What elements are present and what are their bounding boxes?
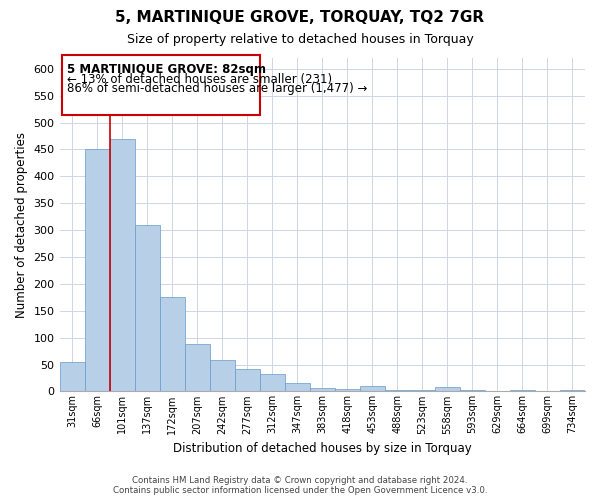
Bar xyxy=(59,362,85,392)
Bar xyxy=(160,298,185,392)
Bar xyxy=(435,386,460,392)
Bar xyxy=(335,388,360,392)
Text: 5, MARTINIQUE GROVE, TORQUAY, TQ2 7GR: 5, MARTINIQUE GROVE, TORQUAY, TQ2 7GR xyxy=(115,10,485,25)
Bar xyxy=(209,360,235,392)
Bar xyxy=(385,390,410,392)
Bar xyxy=(285,384,310,392)
Bar xyxy=(110,138,134,392)
Text: 5 MARTINIQUE GROVE: 82sqm: 5 MARTINIQUE GROVE: 82sqm xyxy=(67,63,266,76)
Bar xyxy=(235,369,260,392)
Bar xyxy=(560,390,585,392)
Text: ← 13% of detached houses are smaller (231): ← 13% of detached houses are smaller (23… xyxy=(67,72,332,86)
Bar xyxy=(85,150,110,392)
FancyBboxPatch shape xyxy=(62,56,260,114)
Bar xyxy=(260,374,285,392)
Text: Size of property relative to detached houses in Torquay: Size of property relative to detached ho… xyxy=(127,32,473,46)
Bar xyxy=(410,390,435,392)
Bar xyxy=(310,388,335,392)
Bar xyxy=(460,390,485,392)
Bar xyxy=(360,386,385,392)
X-axis label: Distribution of detached houses by size in Torquay: Distribution of detached houses by size … xyxy=(173,442,472,455)
Text: Contains HM Land Registry data © Crown copyright and database right 2024.
Contai: Contains HM Land Registry data © Crown c… xyxy=(113,476,487,495)
Y-axis label: Number of detached properties: Number of detached properties xyxy=(15,132,28,318)
Bar xyxy=(185,344,209,392)
Bar xyxy=(134,224,160,392)
Bar xyxy=(510,390,535,392)
Text: 86% of semi-detached houses are larger (1,477) →: 86% of semi-detached houses are larger (… xyxy=(67,82,367,95)
